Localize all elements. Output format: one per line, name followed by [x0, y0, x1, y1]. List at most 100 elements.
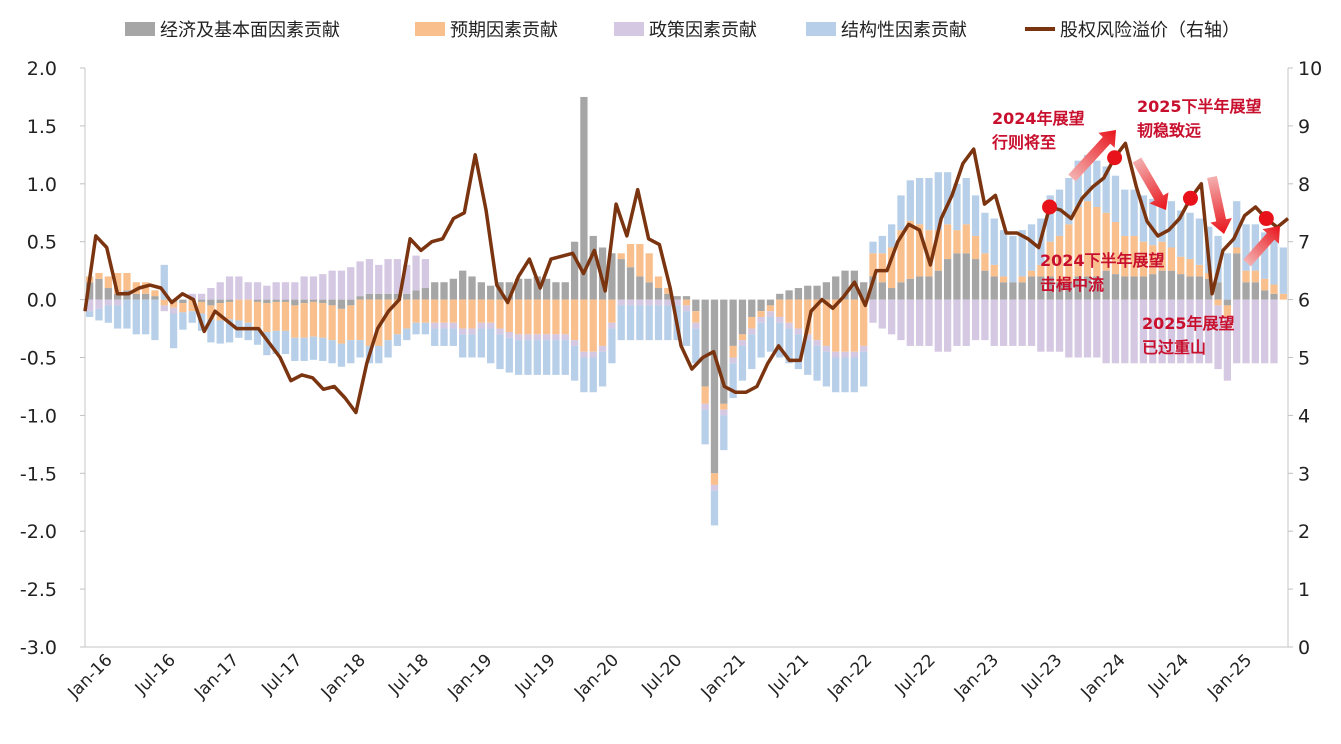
bar-pol — [477, 322, 485, 329]
bar-pol — [738, 340, 747, 346]
bar-econ — [216, 299, 224, 304]
bar-econ — [1251, 282, 1259, 300]
bar-exp — [934, 230, 942, 271]
bar-str — [151, 299, 159, 341]
bar-econ — [114, 293, 122, 300]
bar-econ — [337, 299, 346, 309]
bar-str — [953, 183, 961, 231]
bar-pol — [682, 305, 691, 312]
annotation-a4-line: 2025年展望 — [1142, 314, 1235, 333]
left-tick-label: 0.0 — [27, 290, 57, 312]
bar-econ — [459, 270, 467, 300]
bar-econ — [1242, 282, 1250, 300]
bar-str — [776, 322, 784, 358]
x-tick-label: Jan-18 — [317, 650, 370, 703]
bar-str — [1233, 201, 1241, 248]
bar-str — [1130, 189, 1138, 236]
bar-pol — [981, 299, 989, 341]
bar-pol — [953, 299, 961, 346]
bar-pol — [580, 351, 588, 358]
bar-pol — [1102, 299, 1110, 364]
bar-econ — [645, 282, 653, 300]
bar-exp — [403, 299, 411, 329]
bar-str — [1270, 238, 1278, 285]
bar-pol — [822, 345, 831, 352]
bar-str — [123, 299, 131, 329]
bar-str — [748, 334, 756, 370]
bar-econ — [1186, 276, 1194, 300]
bar-pol — [999, 299, 1008, 346]
bar-econ — [1037, 276, 1045, 300]
legend-label-str: 结构性因素贡献 — [841, 20, 967, 41]
bar-exp — [701, 386, 709, 404]
bar-exp — [542, 299, 551, 335]
bar-pol — [897, 299, 905, 341]
bar-str — [664, 305, 672, 341]
bar-econ — [309, 299, 318, 302]
right-tick-label: 4 — [1298, 405, 1310, 427]
bar-exp — [850, 299, 858, 352]
bar-pol — [570, 340, 579, 346]
bar-exp — [552, 299, 560, 335]
bar-pol — [515, 334, 523, 341]
bar-str — [375, 345, 383, 364]
bar-pol — [1111, 299, 1120, 364]
bar-str — [216, 320, 224, 344]
bar-econ — [505, 282, 513, 300]
bar-exp — [216, 303, 224, 321]
bar-pol — [384, 259, 392, 294]
bar-econ — [580, 96, 588, 300]
bar-str — [934, 172, 942, 231]
bar-pol — [1270, 299, 1278, 364]
bar-pol — [449, 322, 457, 329]
bar-str — [738, 345, 747, 381]
bar-econ — [701, 299, 709, 387]
bar-pol — [1149, 299, 1157, 364]
bar-exp — [1233, 247, 1241, 254]
bar-exp — [487, 299, 495, 323]
bar-exp — [459, 299, 467, 329]
bar-exp — [1251, 270, 1259, 283]
bar-exp — [1102, 212, 1110, 271]
bar-str — [179, 312, 187, 330]
right-tick-label: 0 — [1298, 637, 1310, 659]
bar-str — [561, 340, 569, 375]
right-tick-label: 1 — [1298, 579, 1310, 601]
bar-econ — [225, 299, 234, 302]
bar-str — [822, 351, 831, 387]
bar-econ — [319, 299, 327, 304]
bar-exp — [1083, 201, 1092, 277]
bar-econ — [300, 299, 308, 304]
bar-exp — [766, 305, 775, 312]
x-tick-label: Jul-18 — [384, 650, 433, 699]
x-tick-label: Jan-21 — [697, 650, 750, 703]
bar-econ — [1167, 270, 1176, 300]
bar-str — [1074, 160, 1082, 207]
x-tick-label: Jan-17 — [190, 650, 243, 703]
left-tick-label: 0.5 — [27, 232, 57, 254]
bar-exp — [1093, 206, 1101, 277]
x-tick-label: Jul-24 — [1144, 650, 1193, 699]
right-tick-label: 2 — [1298, 521, 1310, 543]
legend-swatch-exp — [415, 22, 445, 36]
left-tick-label: -2.5 — [20, 579, 57, 601]
bar-econ — [141, 293, 150, 300]
bar-str — [263, 332, 271, 356]
bar-econ — [132, 293, 140, 300]
bar-str — [114, 305, 122, 329]
left-tick-label: -2.0 — [20, 521, 57, 543]
bar-econ — [1027, 276, 1036, 300]
bar-pol — [1233, 299, 1241, 364]
bar-pol — [925, 299, 933, 346]
bar-econ — [906, 278, 914, 300]
bar-econ — [748, 299, 756, 317]
bar-str — [570, 345, 579, 381]
marker-dot — [1182, 190, 1198, 206]
annotation-a3-line: 2024下半年展望 — [1040, 251, 1165, 270]
bar-pol — [645, 299, 653, 306]
x-tick-label: Jan-19 — [443, 650, 496, 703]
bar-exp — [300, 303, 308, 338]
bar-econ — [1083, 276, 1092, 300]
bar-pol — [1214, 305, 1222, 370]
bar-pol — [869, 299, 877, 323]
